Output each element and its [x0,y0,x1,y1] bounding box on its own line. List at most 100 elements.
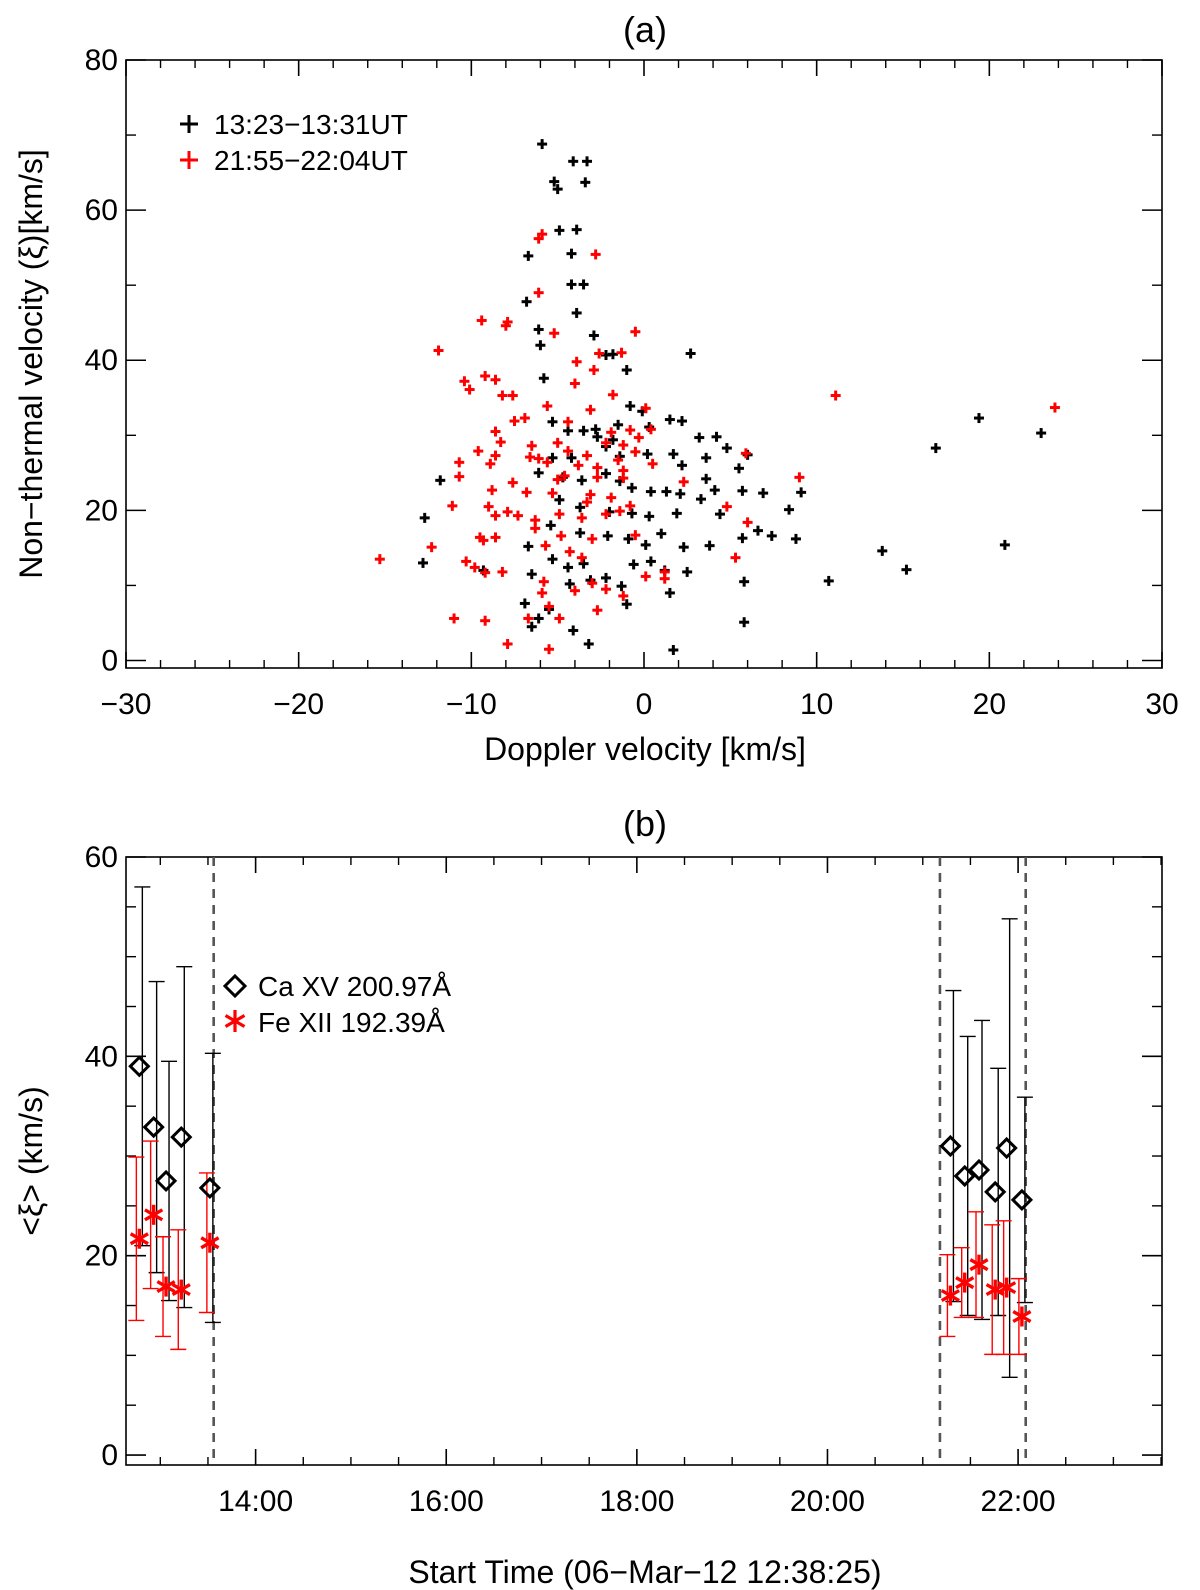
panel-a-x-axis-title: Doppler velocity [km/s] [484,731,806,767]
scatter-point-series-1 [601,572,612,583]
scatter-point-series-1 [547,452,558,463]
scatter-point-series-1 [590,424,601,435]
scatter-point-series-2 [540,540,551,551]
legend-label-fe-xii: Fe XII 192.39Å [258,1007,445,1038]
scatter-point-series-2 [461,556,472,567]
legend-marker-black-plus [180,115,198,133]
scatter-point-series-2 [544,644,555,655]
scatter-point-series-1 [549,176,560,187]
panel-b-label: (b) [623,803,667,844]
scatter-point-series-1 [566,452,577,463]
scatter-point-series-2 [590,249,601,260]
diamond-point-ca-xv [984,1180,1007,1204]
scatter-point-series-2 [447,500,458,511]
scatter-point-series-1 [607,349,618,360]
scatter-point-series-2 [502,638,513,649]
scatter-point-series-1 [701,452,712,463]
scatter-point-series-2 [525,452,536,463]
diamond-point-ca-xv [967,1158,991,1182]
scatter-point-series-1 [601,468,612,479]
scatter-point-series-1 [675,488,686,499]
scatter-point-series-2 [500,320,511,331]
scatter-point-series-2 [614,506,625,517]
panel-a-x-tick-label: −10 [446,688,497,721]
panel-b-y-tick-label: 40 [85,1040,118,1073]
scatter-point-series-2 [592,472,603,483]
scatter-point-series-1 [766,530,777,541]
scatter-point-series-1 [682,566,693,577]
scatter-point-series-2 [640,571,651,582]
scatter-point-series-1 [640,539,651,550]
legend-marker-red-plus [180,151,198,169]
panel-a-y-tick-label: 80 [85,44,118,77]
scatter-point-series-1 [583,638,594,649]
scatter-point-series-2 [497,390,508,401]
scatter-point-series-1 [676,460,687,471]
scatter-point-series-1 [790,533,801,544]
scatter-point-series-2 [556,530,567,541]
scatter-point-series-2 [613,455,624,466]
scatter-point-series-2 [485,458,496,469]
scatter-point-series-1 [752,525,763,536]
scatter-point-series-1 [578,558,589,569]
scatter-point-series-2 [630,326,641,337]
scatter-point-series-1 [625,401,636,412]
diamond-point-ca-xv [939,1134,962,1158]
panel-a-x-tick-label: 30 [1145,688,1178,721]
scatter-point-series-1 [607,434,618,445]
scatter-point-series-2 [678,476,689,487]
panel-b-x-tick-label: 18:00 [599,1485,674,1518]
scatter-point-series-1 [533,613,544,624]
scatter-point-series-2 [464,384,475,395]
scatter-point-series-1 [564,578,575,589]
scatter-point-series-1 [575,502,586,513]
panel-b-y-tick-label: 0 [101,1439,118,1472]
scatter-point-series-1 [535,340,546,351]
asterisk-point-fe-xii [997,1277,1017,1298]
panel-a-y-tick-label: 20 [85,494,118,527]
scatter-point-series-2 [740,448,751,459]
scatter-point-series-2 [618,590,629,601]
scatter-point-series-1 [664,587,675,598]
scatter-point-series-2 [601,509,612,520]
scatter-point-series-1 [526,621,537,632]
diamond-point-ca-xv [128,1055,151,1078]
scatter-point-series-1 [602,530,613,541]
scatter-point-series-2 [454,457,465,468]
panel-a-points [374,139,1060,655]
scatter-point-series-1 [711,431,722,442]
scatter-point-series-1 [547,416,558,427]
diamond-point-ca-xv [198,1176,221,1200]
scatter-point-series-1 [733,463,744,474]
panel-a-x-tick-label: 0 [636,688,653,721]
scatter-point-series-2 [523,613,534,624]
asterisk-point-fe-xii [1012,1306,1032,1327]
scatter-point-series-1 [664,414,675,425]
scatter-point-series-1 [678,542,689,553]
scatter-point-series-2 [594,348,605,359]
scatter-point-series-2 [542,457,553,468]
scatter-point-series-2 [592,462,603,473]
scatter-point-series-2 [587,533,598,544]
scatter-point-series-2 [592,605,603,616]
scatter-point-series-1 [704,540,715,551]
scatter-point-series-1 [739,576,750,587]
scatter-point-series-2 [537,587,548,598]
scatter-point-series-1 [533,324,544,335]
scatter-point-series-2 [587,578,598,589]
scatter-point-series-1 [737,485,748,496]
scatter-point-series-1 [578,425,589,436]
error-bar-series-1 [204,1052,221,1324]
scatter-point-series-2 [476,315,487,326]
scatter-point-series-1 [566,248,577,259]
scatter-point-series-1 [545,520,556,531]
scatter-point-series-1 [626,482,637,493]
scatter-point-series-2 [374,554,385,565]
scatter-point-series-1 [701,473,712,484]
scatter-point-series-2 [478,535,489,546]
scatter-point-series-2 [544,601,555,612]
scatter-point-series-2 [512,510,523,521]
error-bar-series-1 [1001,918,1018,1378]
scatter-point-series-2 [509,416,520,427]
scatter-point-series-2 [730,552,741,563]
